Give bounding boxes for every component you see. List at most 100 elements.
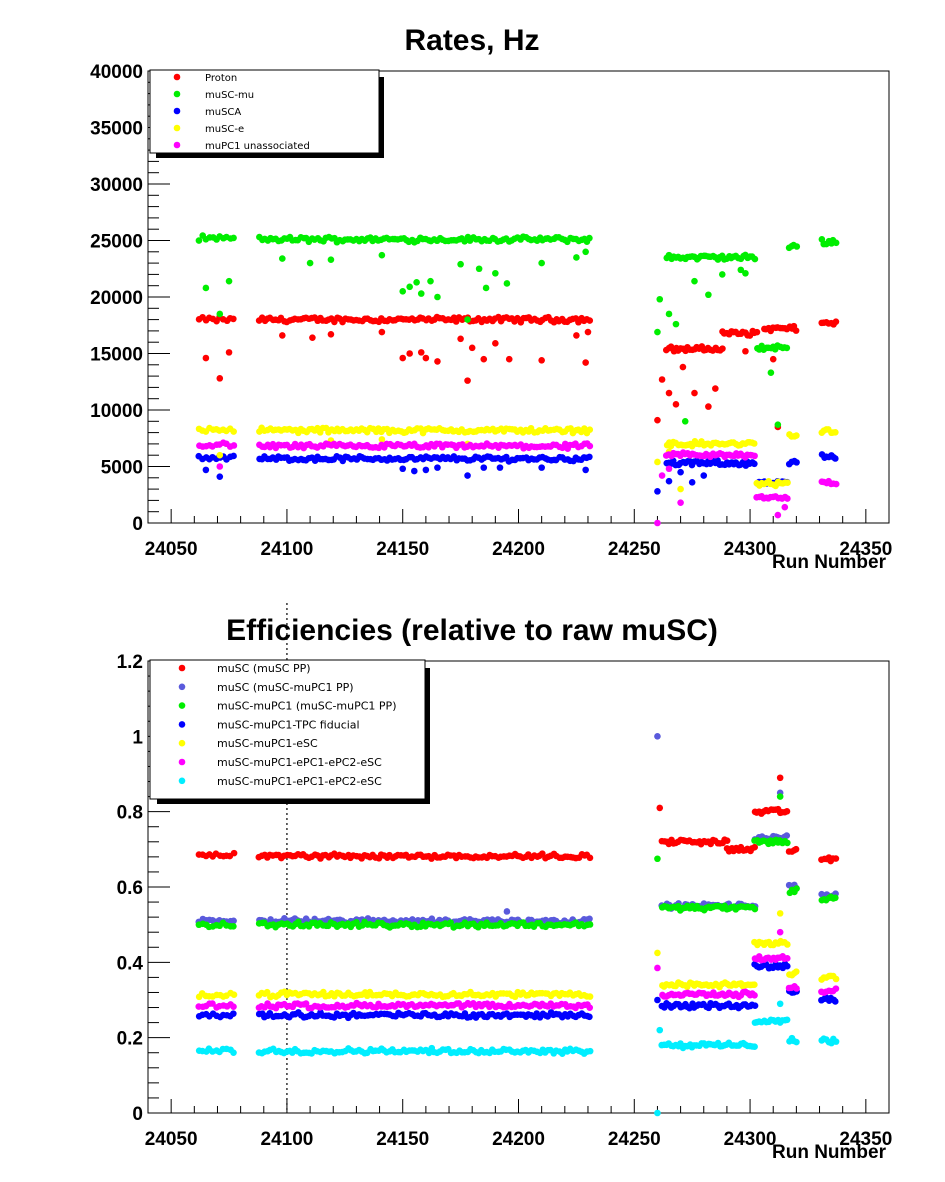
data-point — [582, 359, 589, 366]
data-point — [751, 452, 758, 460]
data-point — [482, 284, 490, 292]
y-tick-label: 35000 — [90, 119, 143, 140]
data-point — [202, 354, 210, 362]
data-point — [434, 358, 441, 365]
data-point — [677, 468, 684, 476]
data-point — [751, 992, 758, 999]
data-point — [406, 350, 413, 357]
data-point — [793, 432, 800, 439]
x-tick-label: 24300 — [724, 1129, 777, 1150]
data-point — [428, 915, 436, 923]
data-point — [783, 808, 791, 815]
x-tick-label: 24200 — [492, 1129, 545, 1150]
x-tick-label: 24150 — [376, 1129, 429, 1150]
efficiencies-data-points — [195, 733, 840, 1117]
efficiencies-panel: Efficiencies (relative to raw muSC) 0 0.2… — [117, 603, 892, 1163]
data-point — [654, 964, 661, 972]
data-point — [793, 1038, 800, 1046]
data-point — [306, 259, 314, 267]
y-tick-label: 10000 — [90, 401, 143, 422]
legend-marker — [173, 90, 181, 98]
rates-legend-box — [149, 69, 380, 154]
x-tick-label: 24350 — [839, 539, 892, 560]
data-point — [832, 239, 840, 247]
y-tick-label: 30000 — [90, 175, 143, 196]
series-points-5 — [195, 928, 840, 1012]
data-point — [793, 243, 801, 250]
y-tick-label: 5000 — [101, 458, 143, 479]
data-point — [654, 488, 661, 495]
data-point — [737, 266, 745, 274]
data-point — [230, 849, 238, 857]
x-tick-label: 24100 — [261, 539, 314, 560]
y-tick-label: 0 — [132, 1104, 143, 1125]
legend-marker — [178, 683, 186, 691]
data-point — [719, 345, 726, 352]
data-point — [832, 455, 839, 462]
data-point — [586, 1047, 594, 1055]
x-tick-label: 24200 — [492, 539, 545, 560]
series-points-0 — [195, 774, 840, 865]
data-point — [195, 237, 203, 244]
y-tick-label: 25000 — [90, 232, 143, 253]
data-point — [230, 991, 238, 998]
y-tick-label: 40000 — [90, 62, 143, 83]
data-point — [399, 288, 407, 295]
data-point — [582, 466, 589, 474]
data-point — [586, 1013, 593, 1021]
data-point — [503, 280, 511, 287]
data-point — [750, 440, 758, 447]
data-point — [586, 317, 594, 324]
data-point — [776, 910, 784, 917]
rates-chart-title: Rates, Hz — [404, 24, 539, 57]
data-point — [654, 855, 661, 863]
data-point — [784, 941, 791, 948]
data-point — [665, 477, 673, 485]
data-point — [783, 1016, 791, 1024]
data-point — [654, 949, 661, 957]
data-point — [783, 962, 791, 970]
series-points-1 — [195, 232, 840, 428]
legend-marker — [173, 141, 181, 149]
data-point — [216, 310, 224, 318]
data-point — [656, 804, 664, 812]
data-point — [679, 363, 687, 371]
y-tick-label: 0.6 — [117, 878, 143, 899]
data-point — [751, 460, 758, 468]
x-tick-label: 24050 — [145, 539, 198, 560]
legend-marker — [173, 107, 181, 115]
x-tick-label: 24250 — [608, 539, 661, 560]
rates-axis-ticks: 0 5000 10000 15000 20000 25000 30000 35000 40000… — [90, 62, 892, 560]
data-point — [832, 480, 840, 488]
legend-label: muSC-muPC1-eSC — [217, 737, 318, 750]
data-point — [586, 915, 593, 923]
legend-marker — [178, 702, 186, 709]
data-point — [792, 327, 800, 334]
y-tick-label: 0.2 — [117, 1029, 143, 1050]
data-point — [751, 905, 759, 913]
data-point — [378, 328, 386, 336]
data-point — [422, 466, 430, 474]
data-point — [586, 993, 594, 1000]
data-point — [586, 453, 593, 461]
data-point — [677, 499, 684, 506]
data-point — [378, 251, 386, 259]
data-point — [457, 260, 464, 268]
rates-legend-entries: Proton muSC-mu muSCA muSC-e muPC1 unassociat… — [173, 73, 310, 152]
data-point — [230, 1010, 237, 1017]
data-point — [225, 277, 233, 285]
data-point — [399, 354, 407, 362]
data-point — [751, 843, 758, 851]
data-point — [654, 458, 661, 466]
efficiencies-legend: muSC (muSC PP) muSC (muSC-muPC1 PP) muSC-m… — [149, 659, 430, 804]
data-point — [718, 271, 726, 278]
data-point — [538, 356, 545, 364]
data-point — [751, 255, 759, 263]
y-tick-label: 1.2 — [117, 652, 143, 673]
legend-label: muPC1 unassociated — [205, 141, 310, 152]
data-point — [586, 1004, 594, 1011]
data-point — [742, 347, 749, 355]
data-point — [654, 519, 661, 527]
data-point — [688, 479, 696, 486]
